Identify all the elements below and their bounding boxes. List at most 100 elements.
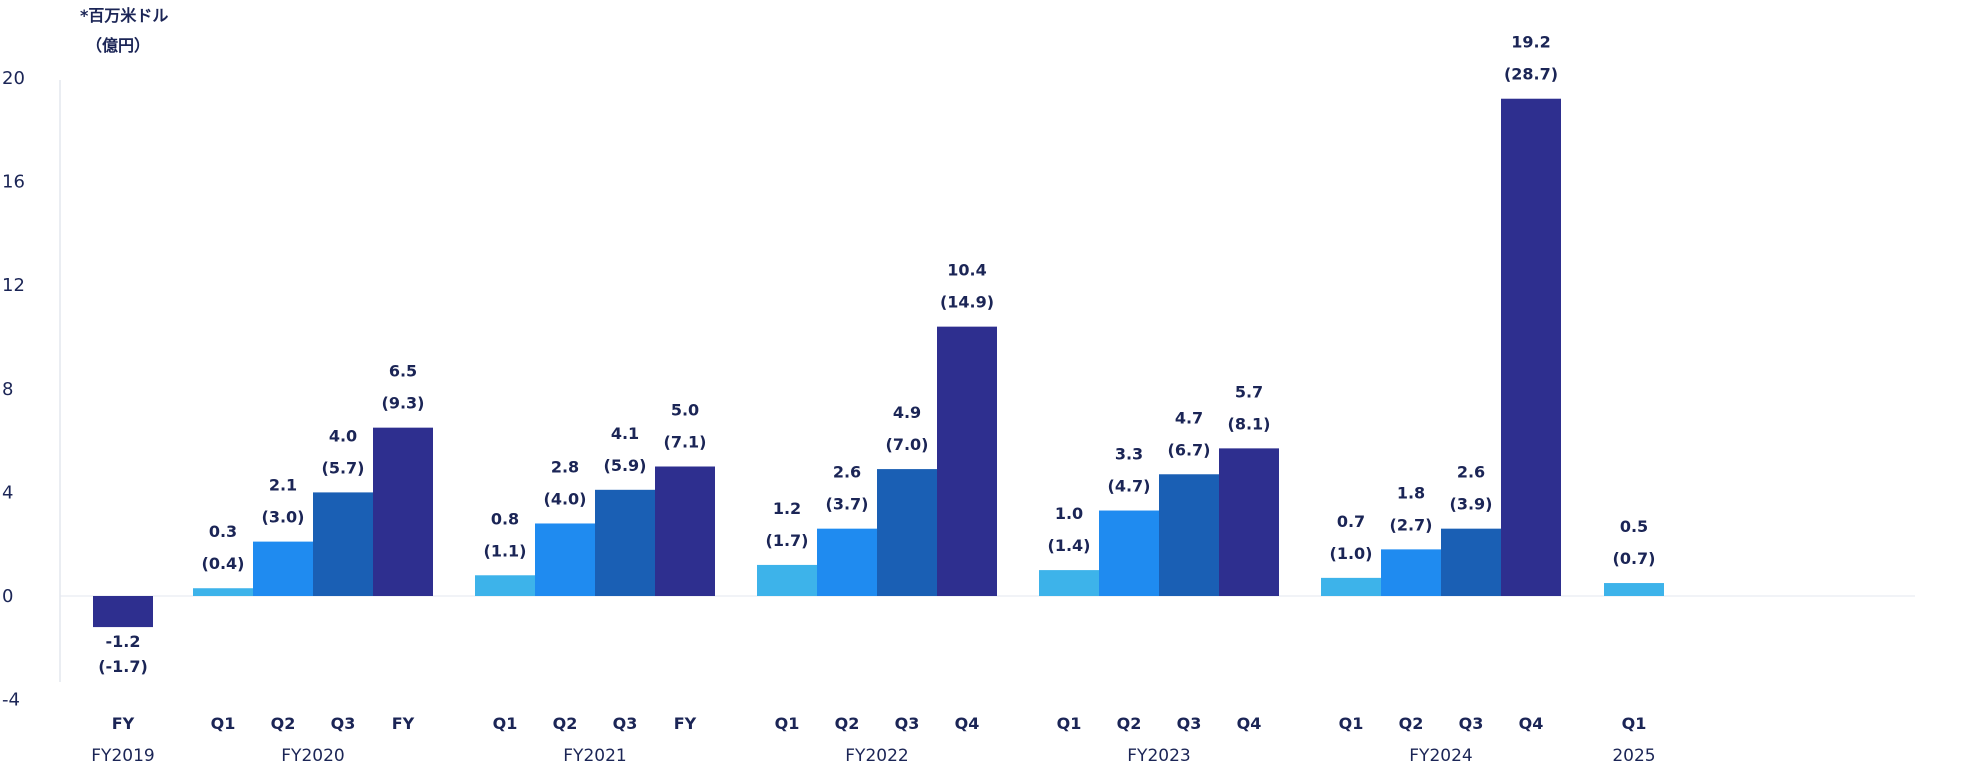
y-tick-label: 12 (2, 275, 25, 296)
group-label: FY2022 (845, 746, 908, 766)
category-label: Q3 (895, 714, 920, 733)
bar-yen-label: (4.7) (1108, 477, 1151, 496)
bar-value-label: 10.4 (947, 261, 986, 280)
category-label: Q3 (1177, 714, 1202, 733)
group-label: FY2023 (1127, 746, 1190, 766)
bar-yen-label: (3.7) (826, 495, 869, 514)
bar (1604, 583, 1664, 596)
category-label: Q2 (271, 714, 296, 733)
bar (535, 523, 595, 596)
bar-yen-label: (7.0) (886, 435, 929, 454)
bar-yen-label: (7.1) (664, 433, 707, 452)
y-tick-label: -4 (2, 690, 20, 711)
bar-yen-label: (5.7) (322, 458, 365, 477)
bar-yen-label: (6.7) (1168, 440, 1211, 459)
bar-yen-label: (-1.7) (98, 657, 148, 676)
category-label: Q4 (1237, 714, 1262, 733)
group-label: FY2024 (1409, 746, 1472, 766)
bar-value-label: 2.8 (551, 457, 579, 476)
y-tick-label: 0 (2, 586, 13, 607)
bar-yen-label: (1.1) (484, 541, 527, 560)
bar-yen-label: (1.0) (1330, 544, 1373, 563)
category-label: Q3 (331, 714, 356, 733)
bar-value-label: 19.2 (1511, 33, 1550, 52)
bar (1159, 474, 1219, 596)
bar-yen-label: (2.7) (1390, 515, 1433, 534)
bar-value-label: 6.5 (389, 362, 417, 381)
bar-value-label: 4.0 (329, 426, 357, 445)
bar (1321, 577, 1381, 596)
bar (1219, 448, 1279, 596)
category-label: Q3 (613, 714, 638, 733)
bar (937, 326, 997, 596)
bar (595, 489, 655, 596)
group-label: FY2020 (281, 746, 344, 766)
bar (817, 528, 877, 596)
bar-yen-label: (5.9) (604, 456, 647, 475)
y-tick-label: 4 (2, 482, 13, 503)
group-label: FY2019 (91, 746, 154, 766)
group-label: FY2021 (563, 746, 626, 766)
bar-yen-label: (9.3) (382, 394, 425, 413)
category-label: Q2 (1399, 714, 1424, 733)
unit-label-usd: *百万米ドル (80, 6, 169, 25)
unit-label: *百万米ドル （億円） (80, 2, 168, 56)
bar-value-label: 1.0 (1055, 504, 1083, 523)
bar (93, 596, 153, 628)
y-tick-label: 20 (2, 68, 25, 89)
bar-value-label: 5.0 (671, 401, 699, 420)
category-label: FY (112, 714, 135, 733)
bar-value-label: 0.7 (1337, 512, 1365, 531)
bar-value-label: 3.3 (1115, 445, 1143, 464)
bar (313, 492, 373, 596)
bar (253, 541, 313, 596)
unit-label-yen: （億円） (86, 36, 151, 55)
category-label: Q1 (1339, 714, 1364, 733)
bar (373, 427, 433, 596)
bar-value-label: 2.6 (833, 463, 861, 482)
bar-value-label: -1.2 (106, 632, 141, 651)
bar (1381, 549, 1441, 596)
category-label: Q2 (835, 714, 860, 733)
bar-value-label: 0.5 (1620, 517, 1648, 536)
bar-yen-label: (4.0) (544, 489, 587, 508)
category-label: Q4 (1519, 714, 1544, 733)
bar-yen-label: (14.9) (940, 293, 994, 312)
bar-value-label: 1.2 (773, 499, 801, 518)
category-label: Q1 (1622, 714, 1647, 733)
y-tick-label: 16 (2, 172, 25, 193)
bar-value-label: 4.1 (611, 424, 639, 443)
bar (877, 469, 937, 596)
category-label: FY (674, 714, 697, 733)
bar-yen-label: (0.4) (202, 554, 245, 573)
bar (1099, 510, 1159, 596)
bar (1441, 528, 1501, 596)
category-label: Q1 (775, 714, 800, 733)
category-label: Q2 (553, 714, 578, 733)
category-label: Q1 (1057, 714, 1082, 733)
group-label: 2025 (1612, 746, 1655, 766)
category-label: Q1 (493, 714, 518, 733)
bar-yen-label: (28.7) (1504, 65, 1558, 84)
bar-yen-label: (3.0) (262, 508, 305, 527)
bar (1039, 570, 1099, 596)
category-label: Q1 (211, 714, 236, 733)
bar (1501, 98, 1561, 596)
bar-value-label: 0.8 (491, 509, 519, 528)
bar (757, 564, 817, 596)
bar-value-label: 4.7 (1175, 408, 1203, 427)
bar-yen-label: (8.1) (1228, 414, 1271, 433)
bar-value-label: 0.3 (209, 522, 237, 541)
bar-yen-label: (1.7) (766, 531, 809, 550)
category-label: Q2 (1117, 714, 1142, 733)
category-label: Q4 (955, 714, 980, 733)
y-tick-label: 8 (2, 379, 13, 400)
bar (655, 466, 715, 596)
bar-value-label: 4.9 (893, 403, 921, 422)
bar-yen-label: (3.9) (1450, 495, 1493, 514)
category-label: FY (392, 714, 415, 733)
bar-value-label: 1.8 (1397, 483, 1425, 502)
bar (193, 588, 253, 596)
bar (475, 575, 535, 596)
